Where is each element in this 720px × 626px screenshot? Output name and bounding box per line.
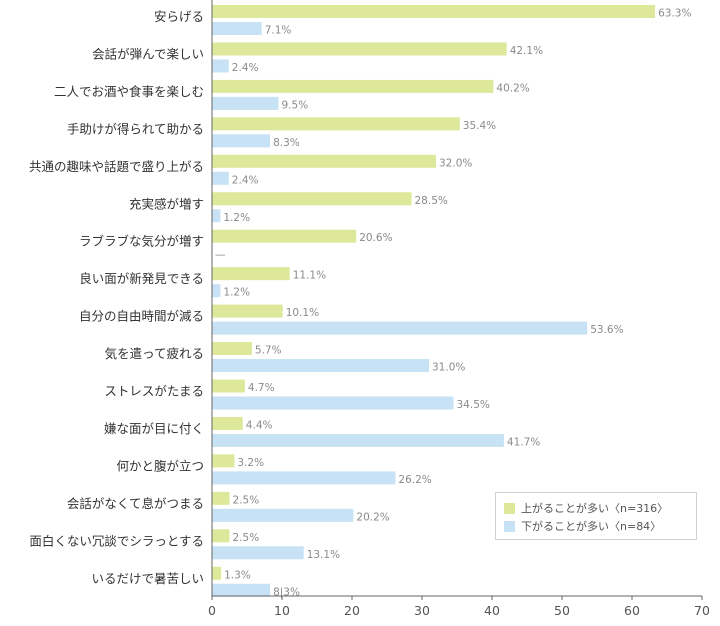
bar-down xyxy=(212,209,221,223)
legend-swatch-down xyxy=(504,520,515,532)
category-label: 嫌な面が目に付く xyxy=(104,421,204,436)
category-label: 良い面が新発見できる xyxy=(79,271,204,286)
bar-up xyxy=(212,566,222,580)
legend-label-up: 上がることが多い〈n=316〉 xyxy=(521,502,669,515)
value-label-down: 41.7% xyxy=(507,436,540,448)
bar-up xyxy=(212,229,357,243)
category-label: 手助けが得られて助かる xyxy=(67,121,204,136)
category-label: 会話がなくて息がつまる xyxy=(67,496,204,511)
x-tick-label: 0 xyxy=(208,603,216,618)
legend: 上がることが多い〈n=316〉 下がることが多い〈n=84〉 xyxy=(495,492,697,540)
category-labels: 安らげる会話が弾んで楽しい二人でお酒や食事を楽しむ手助けが得られて助かる共通の趣… xyxy=(29,9,204,586)
category-label: 二人でお酒や食事を楽しむ xyxy=(54,84,204,99)
bar-down xyxy=(212,321,588,335)
value-label-down: 20.2% xyxy=(356,511,389,523)
bar-up xyxy=(212,5,656,18)
x-tick-label: 10 xyxy=(274,603,290,618)
value-labels: 63.3% 7.1% 42.1% 2.4% 40.2% 9.5% 35.4% 8.3% 32.0… xyxy=(215,8,691,599)
axes: 0 10 20 30 40 50 60 70 xyxy=(208,0,710,618)
value-label-up: 28.5% xyxy=(415,195,448,207)
value-label-down: 2.4% xyxy=(232,174,259,186)
bar-up xyxy=(212,379,245,393)
value-label-up: 63.3% xyxy=(658,8,691,20)
value-label-up: 4.7% xyxy=(248,382,275,394)
category-label: 会話が弾んで楽しい xyxy=(92,46,204,61)
value-label-up: 10.1% xyxy=(286,307,319,319)
bar-up xyxy=(212,267,290,281)
bar-down xyxy=(212,508,354,522)
value-label-down: 13.1% xyxy=(307,549,340,561)
bar-down xyxy=(212,22,262,35)
value-label-down: 26.2% xyxy=(398,474,431,486)
bar-down xyxy=(212,134,271,148)
value-label-down: 31.0% xyxy=(432,362,465,374)
value-label-up: 3.2% xyxy=(237,457,264,469)
value-label-up: 35.4% xyxy=(463,120,496,132)
category-label: 面白くない冗談でシラっとする xyxy=(29,533,204,548)
bar-up xyxy=(212,491,230,505)
bar-up xyxy=(212,42,507,56)
value-label-down: 2.4% xyxy=(232,62,259,74)
bar-down xyxy=(212,284,221,298)
value-label-up: 11.1% xyxy=(293,270,326,282)
legend-swatch-up xyxy=(504,502,515,514)
bar-up xyxy=(212,304,283,318)
bar-down xyxy=(212,471,396,485)
value-label-up: 5.7% xyxy=(255,345,282,357)
bar-down xyxy=(212,171,229,185)
value-label-down: 8|3% xyxy=(273,586,300,598)
value-label-up: 4.4% xyxy=(246,419,273,431)
bar-up xyxy=(212,117,460,131)
bar-down xyxy=(212,96,279,110)
legend-label-down: 下がることが多い〈n=84〉 xyxy=(521,520,662,533)
legend-item-up: 上がることが多い〈n=316〉 xyxy=(504,500,668,516)
bar-down xyxy=(212,546,304,560)
bar-down xyxy=(212,396,454,410)
bar-up xyxy=(212,529,230,543)
x-tick-label: 40 xyxy=(484,603,500,618)
bars-group xyxy=(212,5,656,597)
value-label-up: 20.6% xyxy=(359,232,392,244)
x-tick-label: 70 xyxy=(694,603,710,618)
x-tick-label: 50 xyxy=(554,603,570,618)
bar-up xyxy=(212,79,494,93)
value-label-up: 40.2% xyxy=(496,82,529,94)
value-label-up: 2.5% xyxy=(233,494,260,506)
category-label: 充実感が増す xyxy=(129,196,204,211)
category-label: 気を遣って疲れる xyxy=(105,346,204,361)
bar-up xyxy=(212,154,436,168)
bar-down xyxy=(212,359,429,373)
value-label-up: 32.0% xyxy=(439,157,472,169)
category-label: 何かと腹が立つ xyxy=(116,458,204,473)
category-label: 自分の自由時間が減る xyxy=(79,309,204,324)
x-tick-label: 20 xyxy=(344,603,360,618)
value-label-down: 8.3% xyxy=(273,137,300,149)
legend-item-down: 下がることが多い〈n=84〉 xyxy=(504,518,661,534)
x-tick-label: 60 xyxy=(624,603,640,618)
value-label-down: 9.5% xyxy=(282,99,309,111)
value-label-up: 42.1% xyxy=(510,45,543,57)
value-label-up: 2.5% xyxy=(233,532,260,544)
value-label-down: 34.5% xyxy=(457,399,490,411)
bar-up xyxy=(212,454,235,468)
category-label: ストレスがたまる xyxy=(104,384,204,399)
value-label-down: 7.1% xyxy=(265,25,292,37)
value-label-up: 1.3% xyxy=(224,569,251,581)
bar-down xyxy=(212,59,229,73)
bar-up xyxy=(212,416,243,430)
category-label: ラブラブな気分が増す xyxy=(79,234,204,249)
value-label-down: 53.6% xyxy=(590,324,623,336)
value-label-down: 1.2% xyxy=(223,287,250,299)
category-label: 共通の趣味や話題で盛り上がる xyxy=(29,159,204,174)
value-label-down: — xyxy=(215,249,226,261)
category-label: 安らげる xyxy=(154,9,204,24)
bar-up xyxy=(212,342,252,356)
bar-down xyxy=(212,583,271,597)
category-label: いるだけで暑苦しい xyxy=(91,571,204,586)
bar-down xyxy=(212,433,504,447)
bar-up xyxy=(212,192,412,206)
x-tick-label: 30 xyxy=(414,603,430,618)
value-label-down: 1.2% xyxy=(223,212,250,224)
